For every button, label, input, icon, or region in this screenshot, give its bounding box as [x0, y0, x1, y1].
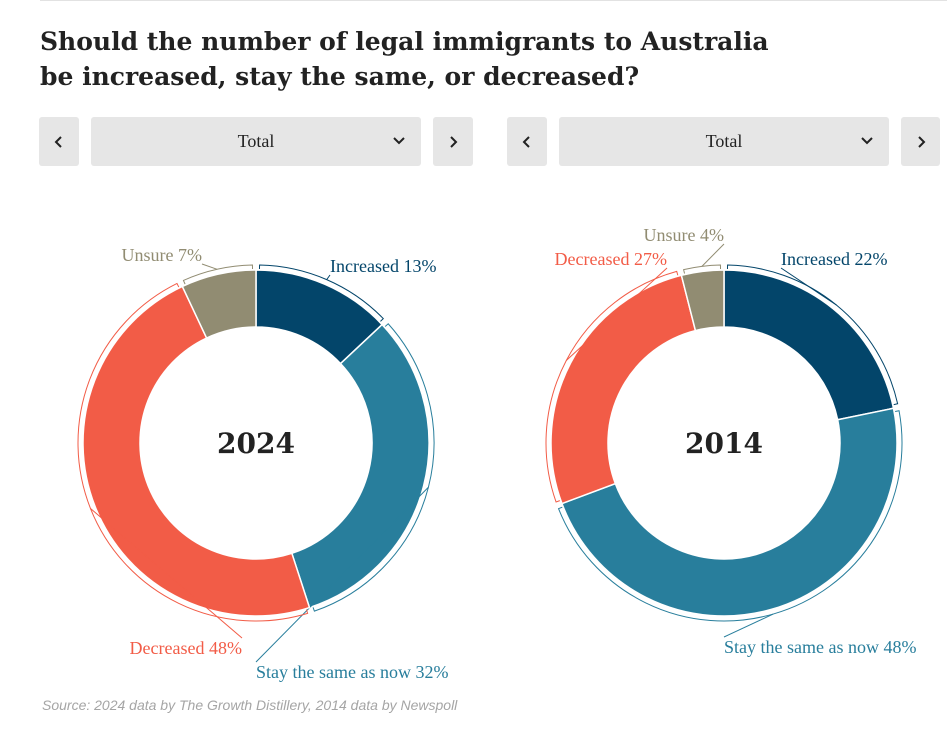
leader-line-increased: [326, 274, 331, 280]
slice-label-unsure: Unsure 7%: [122, 245, 202, 265]
group-select-2014[interactable]: Total: [559, 117, 889, 166]
leader-line-increased: [780, 267, 837, 306]
leader-line-unsure: [201, 263, 218, 270]
slice-bracket-unsure: [182, 264, 254, 285]
slice-label-decreased: Decreased 27%: [555, 249, 667, 269]
leader-line-unsure: [701, 243, 725, 267]
leader-line-decreased: [90, 508, 243, 639]
slice-label-stay-the-same-as-now: Stay the same as now 32%: [256, 662, 448, 682]
group-select-value: Total: [237, 131, 275, 151]
slice-label-unsure: Unsure 4%: [644, 225, 724, 245]
slice-label-increased: Increased 22%: [781, 249, 887, 269]
leader-line-stay-the-same-as-now: [723, 613, 774, 638]
next-button-2024[interactable]: [433, 117, 473, 166]
chevron-down-icon: [861, 137, 873, 145]
slice-label-decreased: Decreased 48%: [130, 638, 242, 658]
prev-button-2014[interactable]: [507, 117, 547, 166]
chevron-left-icon: [522, 135, 530, 148]
slice-stay-the-same-as-now[interactable]: [560, 407, 898, 617]
leader-line-stay-the-same-as-now: [255, 486, 429, 663]
slice-decreased[interactable]: [550, 274, 697, 505]
slice-stay-the-same-as-now[interactable]: [290, 323, 430, 609]
top-rule: [40, 0, 947, 1]
slice-unsure[interactable]: [181, 269, 257, 340]
chevron-left-icon: [54, 135, 62, 148]
title-line-2: be increased, stay the same, or decrease…: [40, 62, 640, 91]
prev-button-2024[interactable]: [39, 117, 79, 166]
group-select-value: Total: [705, 131, 743, 151]
group-select-2024[interactable]: Total: [91, 117, 421, 166]
slice-unsure[interactable]: [680, 269, 725, 332]
slice-decreased[interactable]: [82, 285, 311, 617]
donut-chart-2024: Increased 13% Stay the same as now 32% Dec…: [77, 245, 448, 682]
slice-increased[interactable]: [723, 269, 895, 421]
chevron-down-icon: [393, 137, 405, 145]
slice-bracket-stay-the-same-as-now: [557, 410, 903, 622]
slice-label-increased: Increased 13%: [330, 256, 436, 276]
leader-line-decreased: [565, 267, 668, 361]
slice-label-stay-the-same-as-now: Stay the same as now 48%: [724, 637, 916, 657]
donut-center-label: 2024: [217, 427, 295, 460]
slice-bracket-stay-the-same-as-now: [312, 323, 435, 612]
slice-bracket-increased: [726, 264, 899, 406]
chevron-right-icon: [450, 135, 458, 148]
slice-bracket-increased: [258, 264, 385, 322]
donut-center-label: 2014: [685, 427, 763, 460]
title-line-1: Should the number of legal immigrants to…: [40, 27, 769, 56]
next-button-2014[interactable]: [901, 117, 940, 166]
chevron-right-icon: [917, 135, 925, 148]
donut-chart-2014: Increased 22% Stay the same as now 48% Dec…: [545, 225, 916, 657]
source-note: Source: 2024 data by The Growth Distille…: [42, 697, 458, 713]
slice-bracket-unsure: [683, 264, 722, 274]
chart-title: Should the number of legal immigrants to…: [40, 24, 800, 94]
